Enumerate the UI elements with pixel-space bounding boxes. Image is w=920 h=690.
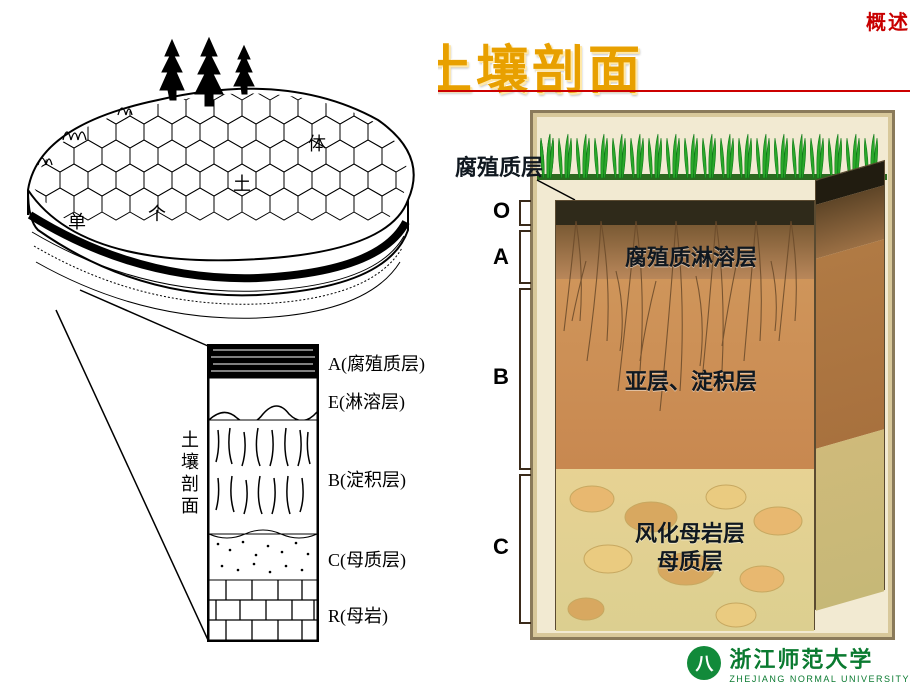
surface-label-1: 个: [148, 200, 166, 226]
hz-label-R: R(母岩): [328, 602, 388, 628]
label-C-layer: 风化母岩层 母质层: [635, 520, 745, 575]
right-color-diagram: 腐殖质层 O A B C: [455, 110, 905, 650]
left-bw-diagram: 单 个 土 体 土壤剖面 A(腐殖质层) E(淋溶层) B(淀积层) C(母质层…: [8, 10, 438, 670]
corner-tag: 概述: [866, 6, 910, 35]
axis-O: O: [493, 198, 510, 224]
column-caption: 土壤剖面: [176, 430, 202, 518]
axis-A: A: [493, 244, 509, 270]
surface-label-3: 体: [308, 130, 326, 156]
bracket-C: [519, 474, 521, 624]
bracket-B: [519, 288, 521, 470]
soil-side: [815, 160, 885, 610]
university-logo-icon: 八: [687, 646, 721, 680]
hz-label-A: A(腐殖质层): [328, 350, 425, 376]
university-footer: 八 浙江师范大学 ZHEJIANG NORMAL UNIVERSITY: [687, 642, 910, 684]
university-name-cn: 浙江师范大学: [729, 647, 873, 672]
hz-label-E: E(淋溶层): [328, 388, 405, 414]
university-name-en: ZHEJIANG NORMAL UNIVERSITY: [729, 674, 910, 684]
axis-B: B: [493, 364, 509, 390]
label-B-layer: 亚层、淀积层: [625, 364, 757, 396]
title-underline: [420, 90, 910, 92]
bracket-A: [519, 230, 521, 284]
bracket-O: [519, 200, 521, 226]
hz-label-B: B(淀积层): [328, 466, 406, 492]
surface-label-2: 土: [233, 170, 251, 196]
label-A-layer: 腐殖质淋溶层: [625, 240, 757, 272]
surface-label-0: 单: [68, 208, 86, 234]
axis-C: C: [493, 534, 509, 560]
hz-label-C: C(母质层): [328, 546, 406, 572]
